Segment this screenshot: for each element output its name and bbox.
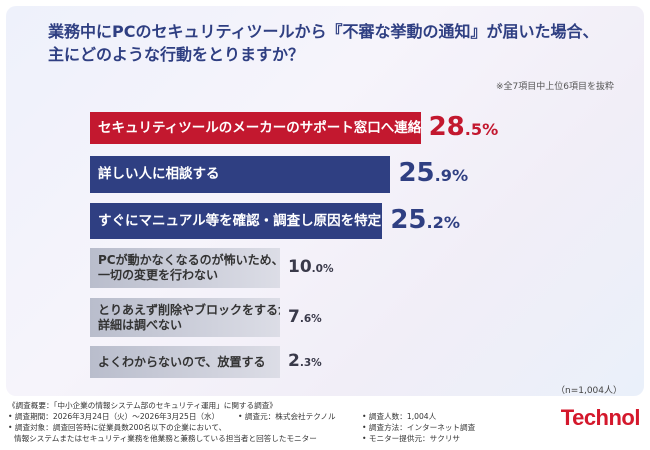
- footer-title: 《調査概要：「中小企業の情報システム部のセキュリティ運用」に関する調査》: [8, 401, 277, 410]
- question-line-1: 業務中にPCのセキュリティツールから『不審な挙動の通知』が届いた場合、: [48, 22, 599, 41]
- bar-label-2: 詳しい人に相談する: [98, 166, 220, 182]
- question-line-2: 主にどのような行動をとりますか？: [48, 45, 305, 64]
- question-title: 業務中にPCのセキュリティツールから『不審な挙動の通知』が届いた場合、 主にどの…: [48, 20, 608, 66]
- bar-label-1: セキュリティツールのメーカーのサポート窓口へ連絡する: [98, 119, 421, 136]
- technol-logo: Technol: [560, 405, 641, 430]
- bar-4: PCが動かなくなるのが怖いため、 一切の変更を行わない: [90, 248, 280, 288]
- value-label-3: 25.2%: [390, 204, 460, 235]
- bar-label-6: よくわからないので、放置する: [98, 354, 266, 369]
- excerpt-note: ※全7項目中上位6項目を抜粋: [496, 82, 614, 92]
- footer-period: • 調査期間：2026年3月24日（火）〜2026年3月25日（水）: [8, 412, 220, 421]
- bar-1: セキュリティツールのメーカーのサポート窓口へ連絡する: [90, 112, 421, 144]
- bar-3: すぐにマニュアル等を確認・調査し原因を特定する: [90, 203, 383, 239]
- footer-method: • 調査方法：インターネット調査: [362, 423, 476, 432]
- bar-label-5: とりあえず削除やブロックをするが、 詳細は調べない: [98, 302, 280, 332]
- survey-footer: 《調査概要：「中小企業の情報システム部のセキュリティ運用」に関する調査》 • 調…: [0, 400, 650, 450]
- footer-target-2: 情報システムまたはセキュリティ業務を他業務と兼務している担当者と回答したモニター: [14, 434, 317, 443]
- footer-target-1: • 調査対象：調査回答時に従業員数200名以下の企業において、: [8, 423, 227, 432]
- chart-card: 業務中にPCのセキュリティツールから『不審な挙動の通知』が届いた場合、 主にどの…: [6, 6, 644, 396]
- bar-2: 詳しい人に相談する: [90, 156, 391, 193]
- footer-provider: • モニター提供元：サクリサ: [362, 434, 461, 443]
- value-label-5: 7.6%: [288, 306, 322, 327]
- footer-respondents: • 調査人数：1,004人: [362, 412, 437, 421]
- bar-label-4: PCが動かなくなるのが怖いため、 一切の変更を行わない: [98, 253, 280, 282]
- bar-6: よくわからないので、放置する: [90, 346, 280, 378]
- footer-org: • 調査元：株式会社テクノル: [238, 412, 336, 421]
- value-label-6: 2.3%: [288, 351, 322, 372]
- sample-size: （n=1,004人）: [555, 386, 622, 396]
- bar-5: とりあえず削除やブロックをするが、 詳細は調べない: [90, 298, 280, 337]
- value-label-4: 10.0%: [288, 257, 334, 278]
- value-label-1: 28.5%: [428, 111, 499, 142]
- value-label-2: 25.9%: [398, 158, 469, 189]
- bar-label-3: すぐにマニュアル等を確認・調査し原因を特定する: [98, 212, 383, 229]
